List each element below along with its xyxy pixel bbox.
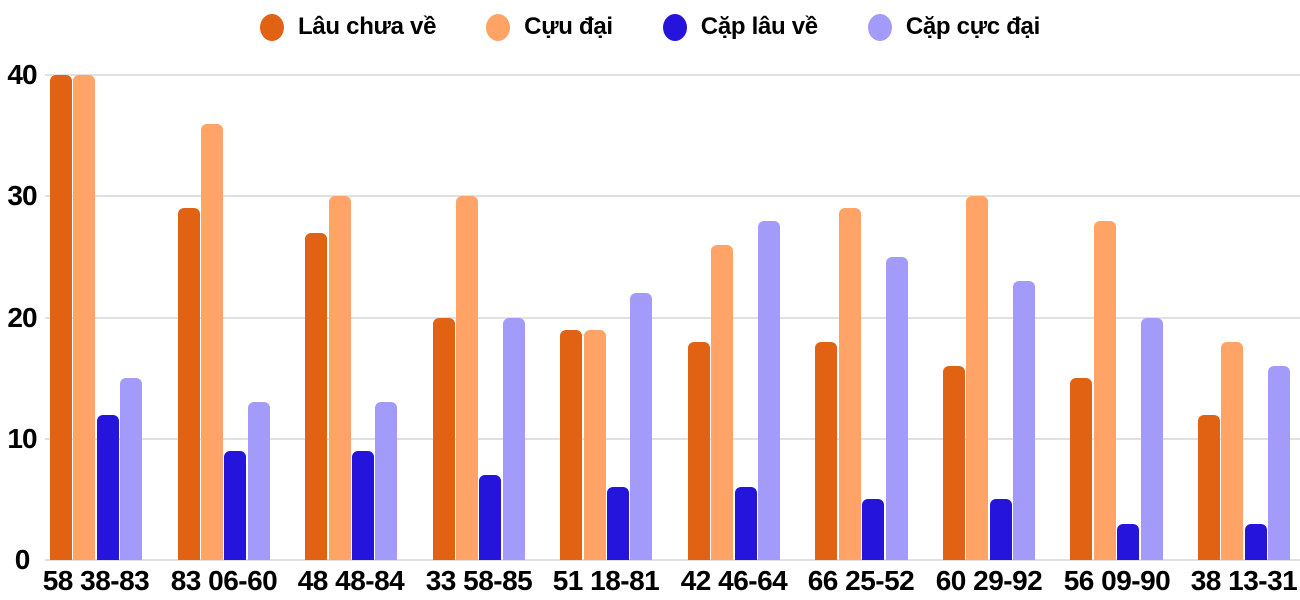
- bar-series-3-group-5[interactable]: [607, 487, 629, 560]
- bar-series-1-group-5[interactable]: [560, 329, 582, 560]
- bar-series-2-group-9[interactable]: [1094, 220, 1116, 560]
- x-axis-tick-label: 83 06-60: [170, 565, 278, 596]
- legend-item-2[interactable]: Cựu đại: [486, 13, 613, 41]
- x-axis-tick-label: 60 29-92: [935, 565, 1043, 596]
- gridline: [45, 195, 1300, 198]
- y-axis-tick-label: 20: [7, 301, 37, 333]
- legend-swatch-icon: [867, 13, 892, 41]
- bar-series-2-group-10[interactable]: [1221, 341, 1243, 560]
- legend-swatch-icon: [486, 13, 511, 41]
- bar-series-1-group-7[interactable]: [815, 341, 837, 560]
- legend-item-label: Cặp cực đại: [905, 13, 1040, 40]
- y-axis-tick-label: 30: [7, 180, 37, 212]
- y-axis-tick-label: 40: [7, 59, 37, 90]
- legend-item-3[interactable]: Cặp lâu về: [662, 13, 818, 41]
- bar-series-3-group-7[interactable]: [862, 499, 884, 560]
- legend-swatch-icon: [662, 13, 687, 41]
- bar-series-2-group-5[interactable]: [584, 329, 606, 560]
- bar-series-4-group-1[interactable]: [120, 378, 142, 560]
- x-axis-tick-label: 56 09-90: [1063, 565, 1171, 596]
- bar-series-1-group-4[interactable]: [433, 317, 455, 560]
- chart-legend: Lâu chưa về Cựu đại Cặp lâu về Cặp cực đại: [0, 6, 1300, 48]
- bar-series-3-group-6[interactable]: [735, 487, 757, 560]
- bar-series-4-group-9[interactable]: [1141, 317, 1163, 560]
- bar-series-4-group-2[interactable]: [248, 402, 270, 560]
- gridline: [45, 316, 1300, 319]
- bar-series-3-group-3[interactable]: [352, 450, 374, 560]
- bar-series-3-group-2[interactable]: [224, 450, 246, 560]
- x-axis-tick-label: 51 18-81: [552, 565, 660, 596]
- y-axis-tick-label: 0: [14, 544, 31, 575]
- bar-series-4-group-4[interactable]: [503, 317, 525, 560]
- x-axis-baseline: [45, 559, 1300, 561]
- x-axis-tick-label: 66 25-52: [807, 565, 915, 596]
- bar-series-2-group-7[interactable]: [839, 208, 861, 560]
- legend-swatch-icon: [260, 13, 285, 41]
- bar-series-2-group-6[interactable]: [711, 244, 733, 560]
- bar-series-3-group-8[interactable]: [990, 499, 1012, 560]
- gridline: [45, 437, 1300, 440]
- bar-series-1-group-9[interactable]: [1070, 378, 1092, 560]
- gridline: [45, 74, 1300, 76]
- legend-item-label: Cựu đại: [524, 13, 613, 40]
- bar-series-1-group-8[interactable]: [943, 366, 965, 560]
- bar-series-1-group-6[interactable]: [688, 341, 710, 560]
- bar-series-2-group-2[interactable]: [201, 123, 223, 560]
- bar-series-2-group-3[interactable]: [329, 196, 351, 560]
- x-axis-tick-label: 48 48-84: [297, 565, 405, 596]
- bar-series-4-group-8[interactable]: [1013, 281, 1035, 560]
- bar-series-2-group-4[interactable]: [456, 196, 478, 560]
- x-axis-tick-label: 33 58-85: [425, 565, 533, 596]
- bar-series-4-group-5[interactable]: [630, 293, 652, 560]
- legend-item-label: Cặp lâu về: [700, 13, 818, 40]
- bar-series-3-group-10[interactable]: [1245, 523, 1267, 560]
- bar-series-1-group-2[interactable]: [178, 208, 200, 560]
- legend-item-label: Lâu chưa về: [298, 13, 437, 40]
- x-axis-tick-label: 58 38-83: [42, 565, 150, 596]
- bar-series-2-group-1[interactable]: [73, 75, 95, 560]
- bar-series-4-group-3[interactable]: [375, 402, 397, 560]
- y-axis-tick-label: 10: [7, 422, 37, 454]
- bar-series-2-group-8[interactable]: [966, 196, 988, 560]
- bar-series-4-group-6[interactable]: [758, 220, 780, 560]
- legend-item-4[interactable]: Cặp cực đại: [867, 13, 1040, 41]
- x-axis-tick-label: 38 13-31: [1190, 565, 1298, 596]
- bar-series-3-group-1[interactable]: [97, 414, 119, 560]
- bar-series-1-group-1[interactable]: [50, 75, 72, 560]
- bar-series-4-group-10[interactable]: [1268, 366, 1290, 560]
- bar-series-4-group-7[interactable]: [886, 256, 908, 560]
- x-axis-tick-label: 42 46-64: [680, 565, 788, 596]
- bar-series-3-group-9[interactable]: [1117, 523, 1139, 560]
- bar-series-1-group-10[interactable]: [1198, 414, 1220, 560]
- bar-series-3-group-4[interactable]: [479, 475, 501, 560]
- bar-series-1-group-3[interactable]: [305, 232, 327, 560]
- legend-item-1[interactable]: Lâu chưa về: [260, 13, 436, 41]
